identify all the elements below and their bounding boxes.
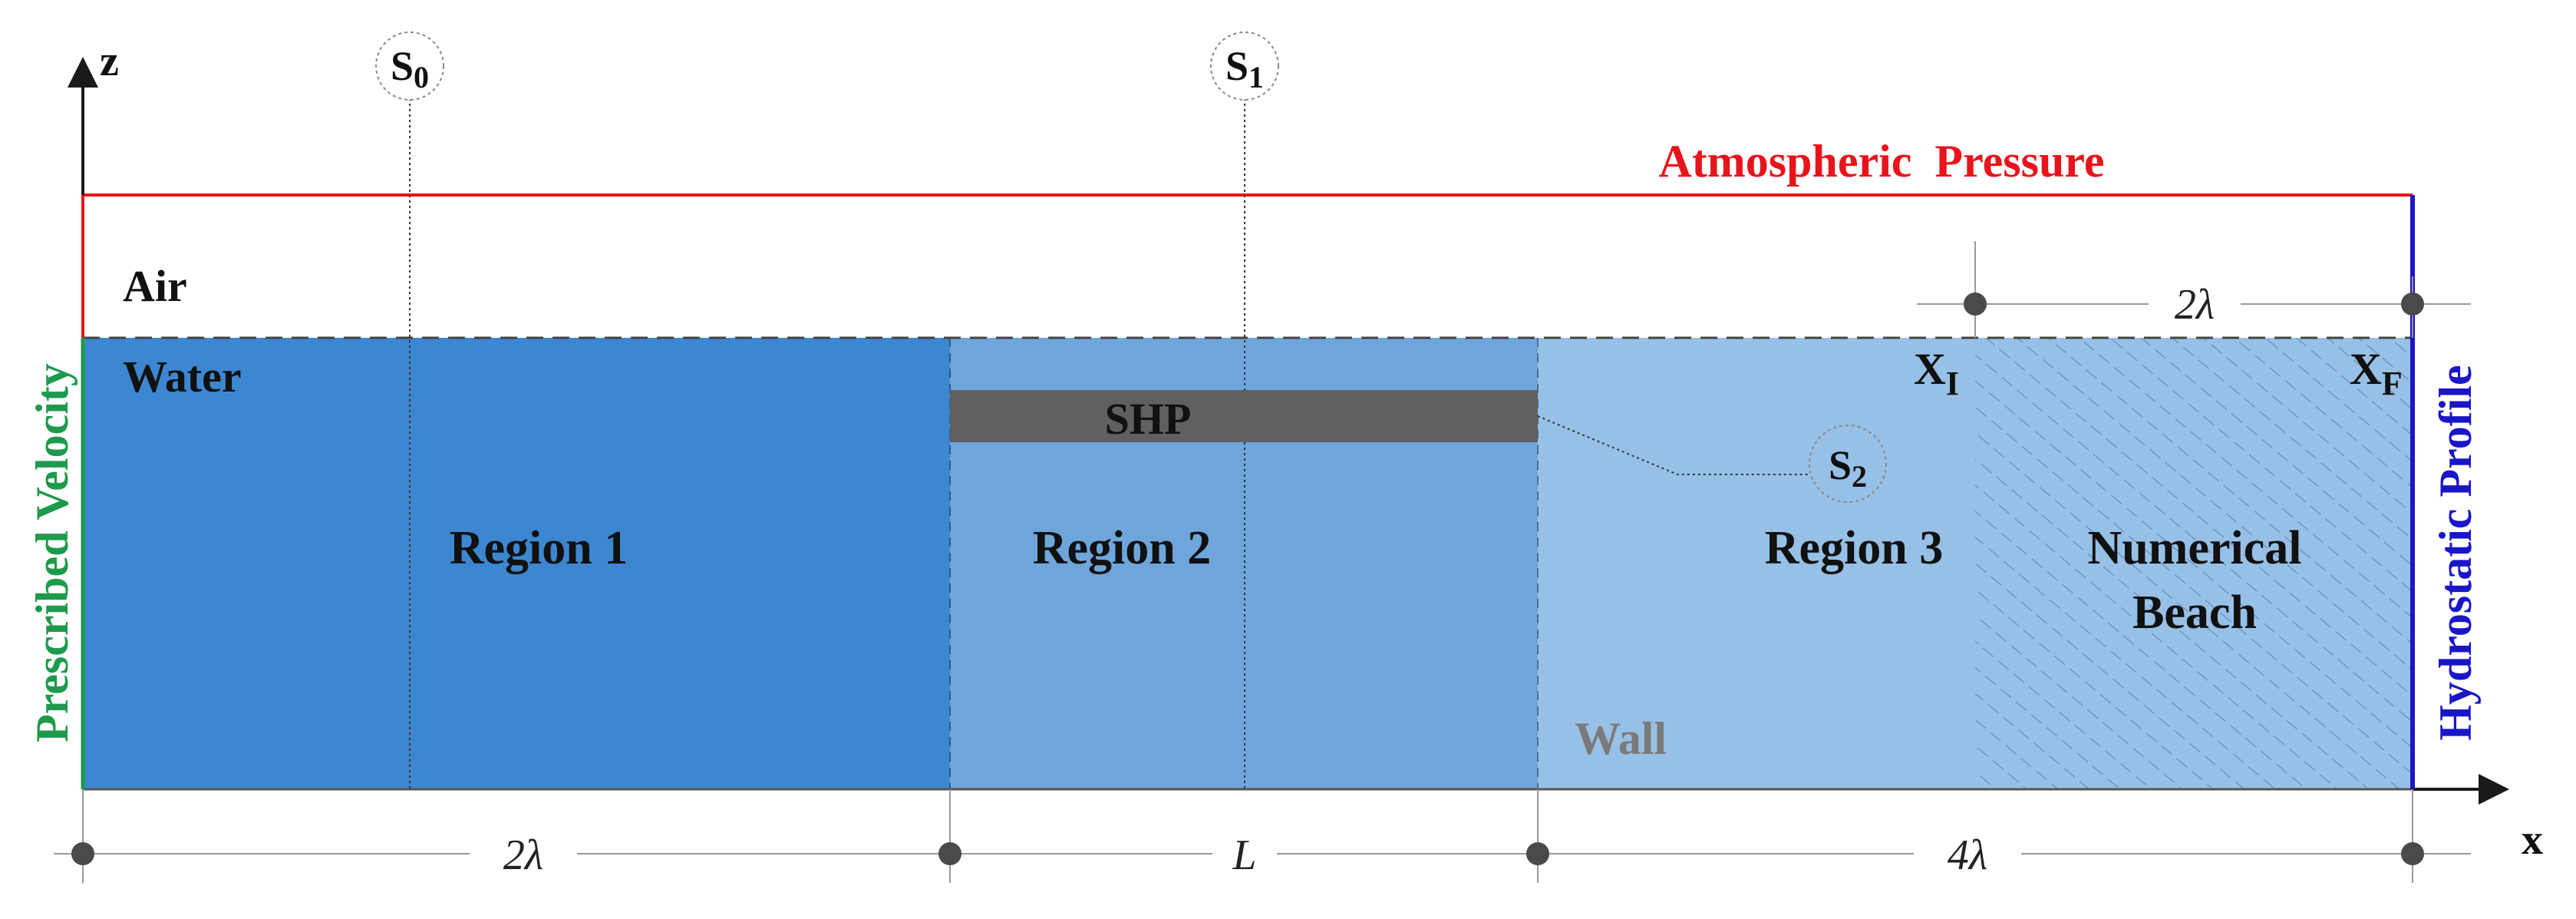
z-axis-label: z	[100, 38, 119, 85]
dimension-region3-label: 4λ	[1948, 831, 1987, 879]
section-s0-circle	[375, 31, 444, 101]
numerical-beach-label-1: Numerical	[2088, 522, 2302, 574]
dimension-region1-label: 2λ	[503, 831, 543, 879]
bottom-dim-dot-1	[71, 842, 94, 865]
dimension-region2-label: L	[1232, 831, 1256, 879]
beach-dimension-label: 2λ	[2175, 281, 2215, 329]
atmospheric-boundary	[81, 193, 2413, 338]
shp-bar	[950, 390, 1538, 442]
numerical-beach-label-2: Beach	[2132, 587, 2257, 639]
xi-label: XI	[1914, 344, 1959, 402]
region-3-label: Region 3	[1765, 522, 1944, 574]
dimension-region3-bg	[1914, 829, 2021, 880]
beach-dimension-text-bg	[2149, 278, 2241, 329]
atmospheric-pressure-label: Atmospheric Pressure	[1658, 136, 2104, 187]
region-1-fill	[83, 338, 950, 789]
region-1-label: Region 1	[450, 522, 628, 574]
section-s2-leader	[1537, 415, 1808, 475]
water-label: Water	[123, 352, 242, 402]
hydrostatic-profile-label: Hydrostatic Profile	[2430, 365, 2481, 740]
dimension-region1-bg	[470, 829, 577, 880]
beach-dimension-dot-left	[1964, 293, 1987, 316]
dimension-region2-bg	[1212, 829, 1277, 880]
air-label: Air	[123, 261, 187, 311]
wall-label: Wall	[1575, 713, 1667, 764]
shp-label: SHP	[1105, 394, 1192, 444]
numerical-beach-hatch	[1975, 338, 2413, 789]
section-s2-circle	[1809, 425, 1887, 503]
section-s1-label: S1	[1225, 43, 1264, 94]
bottom-dim-dot-2	[938, 842, 961, 865]
prescribed-velocity-label: Prescribed Velocity	[27, 363, 78, 742]
bottom-dim-dot-4	[2401, 842, 2424, 865]
region-2-label: Region 2	[1033, 522, 1212, 574]
section-s1-circle	[1210, 31, 1279, 101]
x-axis-label: x	[2522, 816, 2543, 864]
bottom-dim-dot-3	[1526, 842, 1549, 865]
section-s0-label: S0	[391, 43, 429, 94]
xf-label: XF	[2350, 344, 2403, 402]
beach-dimension-dot-right	[2401, 293, 2424, 316]
section-s2-label: S2	[1829, 442, 1867, 494]
